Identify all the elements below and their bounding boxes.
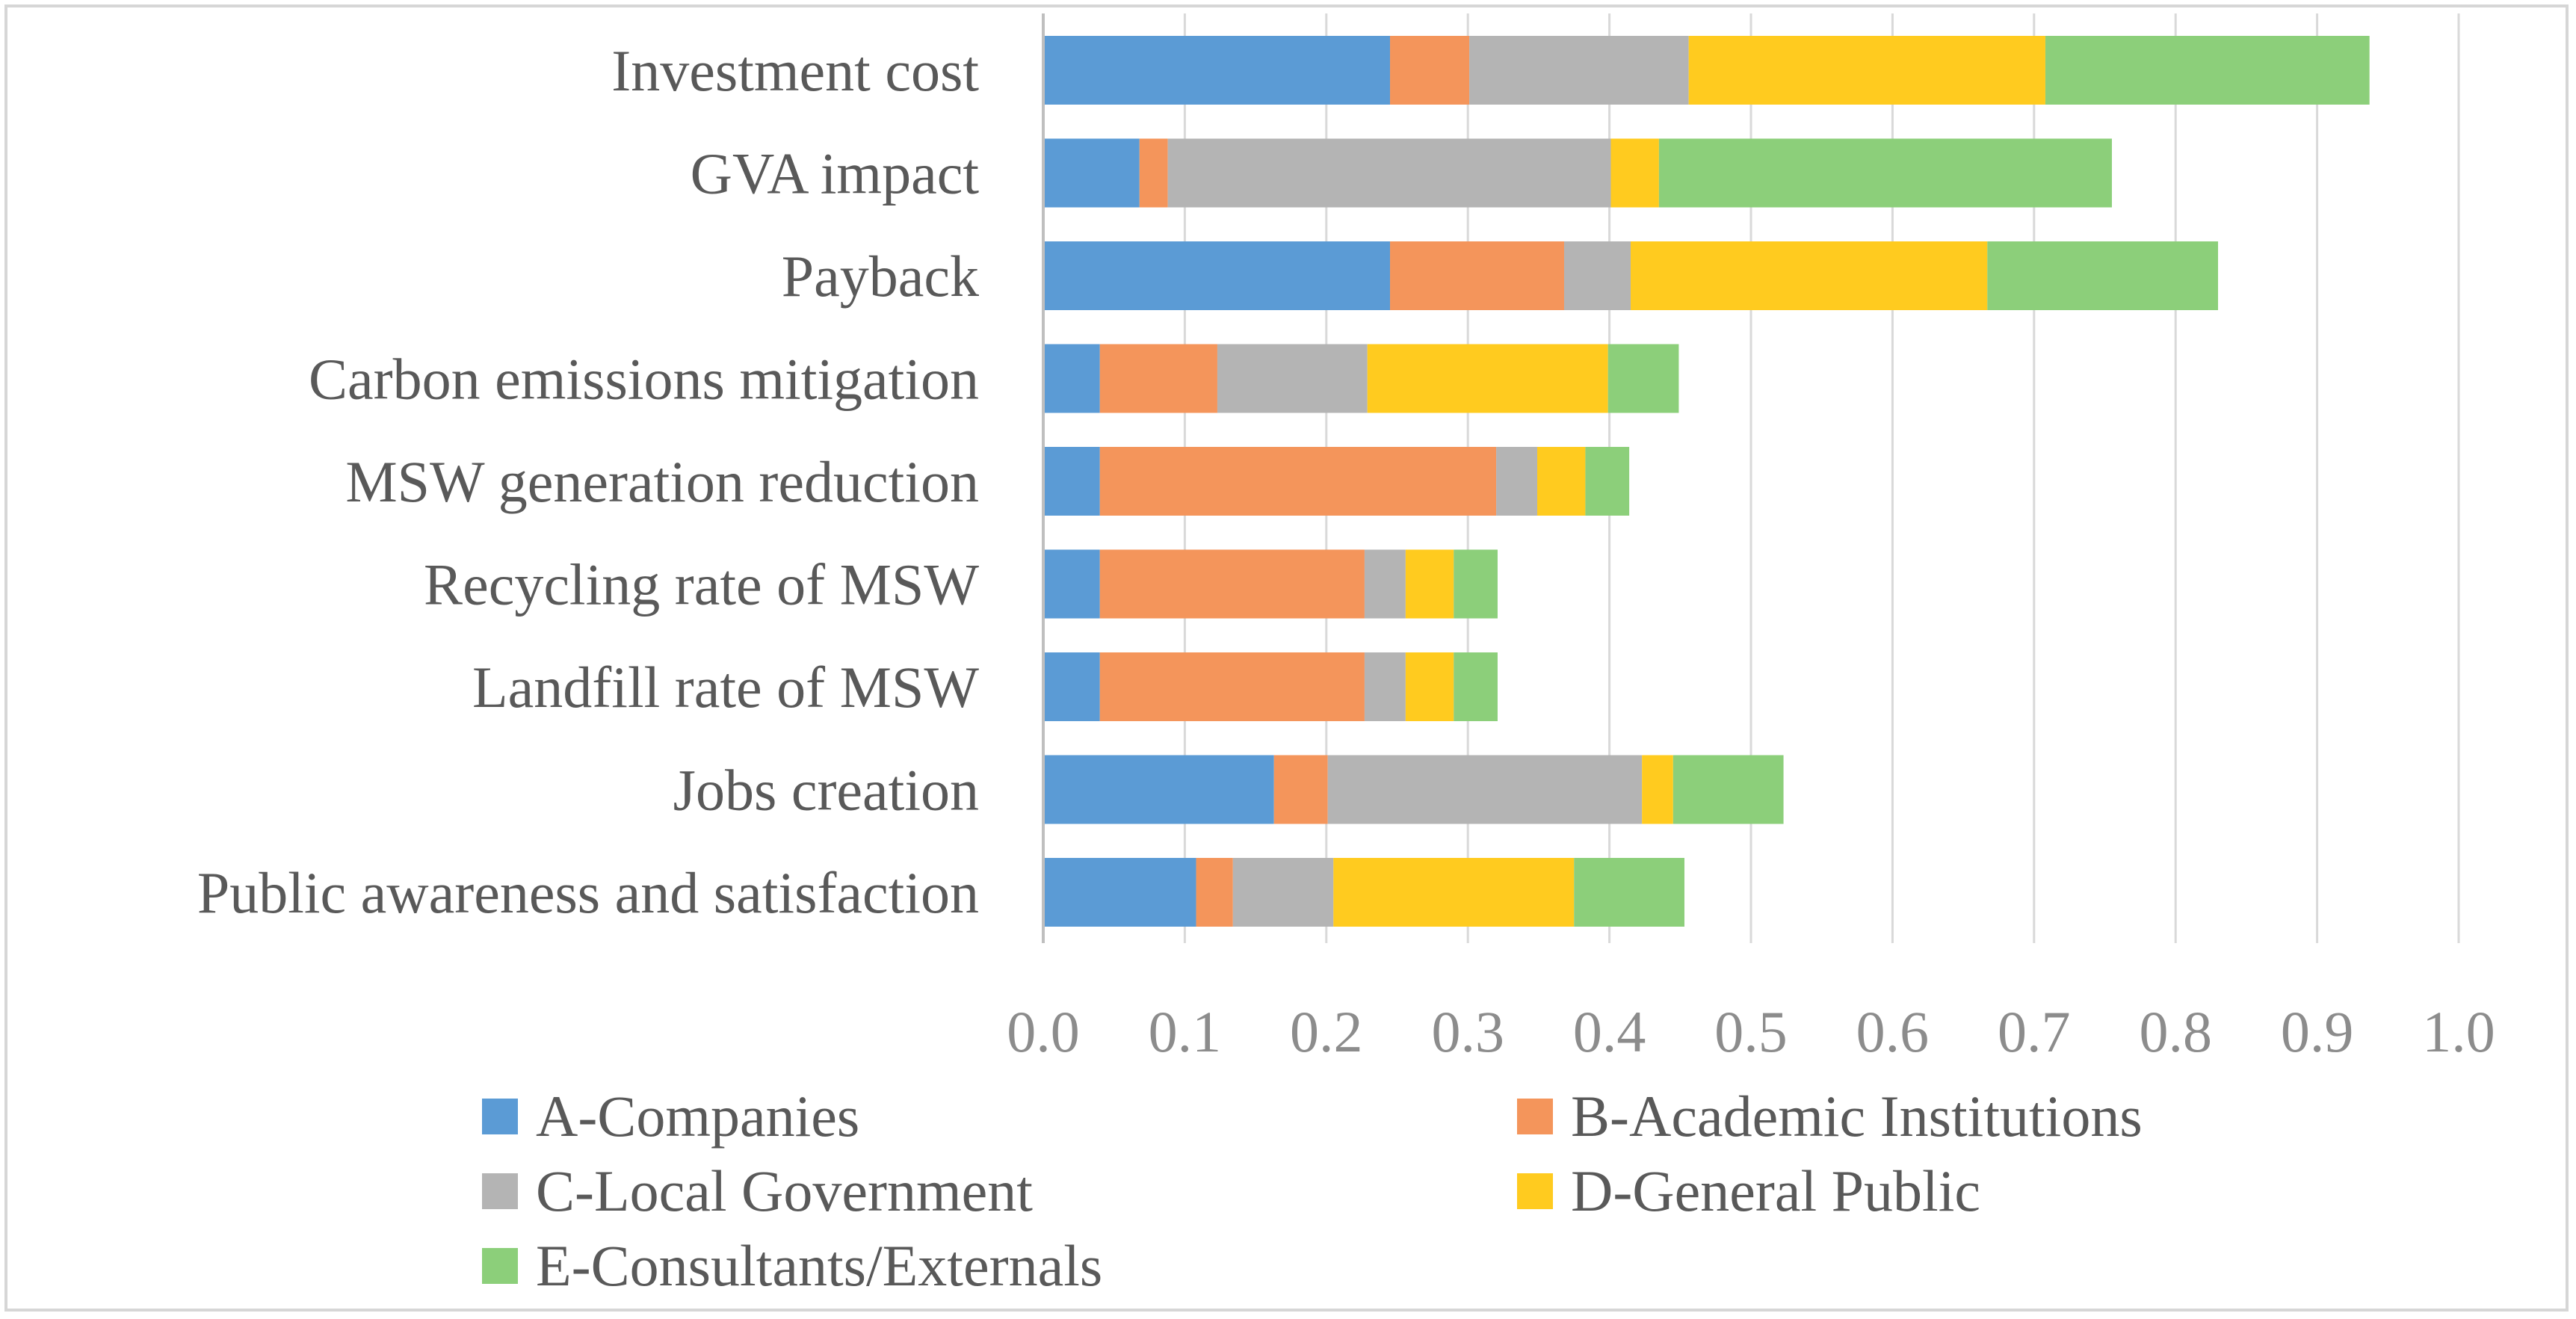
x-tick-label: 0.4: [1573, 999, 1646, 1064]
x-tick-label: 0.2: [1290, 999, 1363, 1064]
legend-item[interactable]: C-Local Government: [482, 1158, 1033, 1223]
bars: [1043, 36, 2370, 927]
legend-label: E-Consultants/Externals: [536, 1233, 1102, 1298]
bar-segment: [1364, 549, 1406, 619]
x-tick-label: 0.8: [2139, 999, 2212, 1064]
bar-segment: [1367, 344, 1608, 413]
category-label: Payback: [782, 244, 979, 309]
bar-segment: [1631, 241, 1988, 310]
bar-segment: [1217, 344, 1368, 413]
bar-segment: [1099, 549, 1365, 619]
legend-swatch: [1517, 1173, 1553, 1209]
x-tick-labels: 0.0 0.1 0.2 0.3 0.4 0.5 0.6 0.7 0.8 0.9 1.0: [1007, 999, 2495, 1064]
bar-segment: [1537, 447, 1586, 516]
legend-label: C-Local Government: [536, 1158, 1033, 1223]
bar-segment: [1454, 652, 1498, 721]
bar-segment: [1390, 241, 1564, 310]
x-tick-label: 0.1: [1149, 999, 1222, 1064]
legend[interactable]: A-Companies B-Academic Institutions C-Loca…: [482, 1084, 2143, 1298]
bar-segment: [2045, 36, 2370, 105]
bar-segment: [1405, 652, 1454, 721]
category-label: Landfill rate of MSW: [472, 655, 979, 720]
bar-segment: [1043, 549, 1100, 619]
legend-item[interactable]: E-Consultants/Externals: [482, 1233, 1102, 1298]
legend-swatch: [482, 1248, 518, 1284]
bar-segment: [1099, 344, 1217, 413]
legend-label: A-Companies: [536, 1084, 859, 1149]
bar-segment: [1364, 652, 1406, 721]
legend-item[interactable]: A-Companies: [482, 1084, 859, 1149]
legend-swatch: [482, 1173, 518, 1209]
bar-segment: [1043, 858, 1196, 927]
category-labels: Investment cost GVA impact Payback Carbon e…: [197, 38, 980, 925]
bar-segment: [1333, 858, 1575, 927]
bar-segment: [1454, 549, 1498, 619]
bar-segment: [1672, 755, 1784, 824]
x-tick-label: 0.3: [1431, 999, 1504, 1064]
bar-segment: [1327, 755, 1643, 824]
bar-segment: [1043, 755, 1274, 824]
bar-segment: [1563, 241, 1631, 310]
bar-segment: [1987, 241, 2219, 310]
bar-segment: [1196, 858, 1233, 927]
bar-segment: [1688, 36, 2045, 105]
bar-segment: [1139, 138, 1168, 208]
bar-segment: [1496, 447, 1538, 516]
category-label: Public awareness and satisfaction: [197, 860, 979, 925]
legend-item[interactable]: B-Academic Institutions: [1517, 1084, 2143, 1149]
bar-segment: [1585, 447, 1630, 516]
legend-label: B-Academic Institutions: [1571, 1084, 2143, 1149]
x-tick-label: 0.5: [1714, 999, 1788, 1064]
legend-item[interactable]: D-General Public: [1517, 1158, 1980, 1223]
legend-swatch: [1517, 1099, 1553, 1134]
x-tick-label: 0.7: [1998, 999, 2071, 1064]
category-label: Investment cost: [611, 38, 979, 103]
bar-segment: [1043, 447, 1100, 516]
bar-segment: [1043, 36, 1391, 105]
category-label: GVA impact: [691, 141, 980, 206]
bar-segment: [1099, 652, 1365, 721]
bar-segment: [1043, 138, 1140, 208]
category-label: Recycling rate of MSW: [424, 552, 979, 617]
x-tick-label: 0.9: [2281, 999, 2354, 1064]
bar-segment: [1043, 652, 1100, 721]
bar-segment: [1610, 138, 1659, 208]
bar-segment: [1469, 36, 1689, 105]
x-tick-label: 0.0: [1007, 999, 1080, 1064]
category-label: Carbon emissions mitigation: [309, 347, 979, 412]
bar-segment: [1273, 755, 1328, 824]
bar-segment: [1574, 858, 1684, 927]
legend-label: D-General Public: [1571, 1158, 1980, 1223]
x-tick-label: 0.6: [1856, 999, 1930, 1064]
bar-segment: [1658, 138, 2112, 208]
category-label: Jobs creation: [673, 758, 979, 823]
bar-segment: [1043, 241, 1391, 310]
bar-segment: [1232, 858, 1334, 927]
bar-segment: [1405, 549, 1454, 619]
bar-segment: [1167, 138, 1611, 208]
bar-segment: [1043, 344, 1100, 413]
legend-swatch: [482, 1099, 518, 1134]
bar-segment: [1390, 36, 1470, 105]
category-label: MSW generation reduction: [345, 449, 979, 514]
bar-segment: [1099, 447, 1497, 516]
bar-segment: [1607, 344, 1679, 413]
bar-segment: [1642, 755, 1673, 824]
x-tick-label: 1.0: [2422, 999, 2495, 1064]
